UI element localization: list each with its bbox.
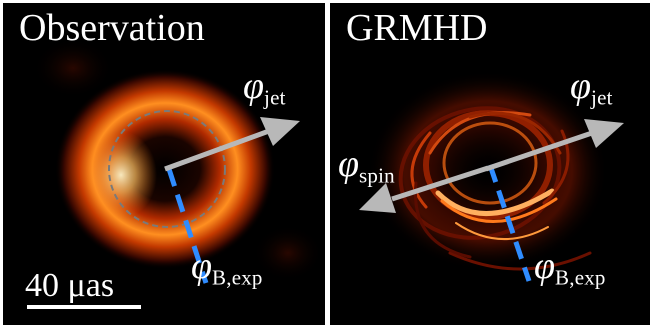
jet-arrowhead: [584, 119, 624, 148]
scale-bar-label: 40 μas: [25, 267, 115, 304]
panel-title: Observation: [19, 7, 205, 49]
phi-spin-label: φspin: [338, 145, 395, 186]
panel-title: GRMHD: [346, 7, 488, 49]
observation-hotspot: [85, 131, 157, 219]
phi-symbol: φ: [570, 65, 592, 107]
grmhd-image: [330, 3, 650, 325]
faint-blob: [33, 38, 113, 98]
observation-panel: Observation φjet φB,exp 40 μas: [3, 3, 325, 325]
phi-symbol: φ: [338, 143, 360, 185]
faint-blob: [253, 225, 323, 281]
phi-subscript: jet: [591, 85, 613, 110]
phi-symbol: φ: [534, 245, 556, 287]
phi-b-label: φB,exp: [191, 247, 263, 288]
grmhd-panel: GRMHD φjet φspin φB,exp: [330, 3, 650, 325]
phi-jet-label: φjet: [570, 67, 613, 108]
phi-subscript: jet: [264, 85, 286, 110]
phi-subscript: B,exp: [212, 265, 263, 290]
phi-symbol: φ: [191, 245, 213, 287]
grmhd-glow: [368, 71, 608, 271]
b-field-dashed-line: [166, 168, 209, 284]
jet-arrowhead: [260, 117, 300, 146]
ring-fit-circle: [108, 110, 226, 228]
b-field-dashed-line: [487, 164, 532, 282]
scale-bar-line: [27, 305, 141, 309]
jet-arrow-shaft: [164, 128, 270, 172]
phi-b-label: φB,exp: [534, 247, 606, 288]
spin-arrow-shaft: [391, 165, 489, 202]
phi-subscript: spin: [359, 163, 395, 188]
grmhd-filaments: [398, 106, 592, 271]
phi-subscript: B,exp: [555, 265, 606, 290]
phi-symbol: φ: [243, 65, 265, 107]
observation-image: [3, 3, 325, 325]
jet-arrow-shaft: [485, 130, 593, 172]
phi-jet-label: φjet: [243, 67, 286, 108]
spin-arrowhead: [359, 183, 396, 213]
